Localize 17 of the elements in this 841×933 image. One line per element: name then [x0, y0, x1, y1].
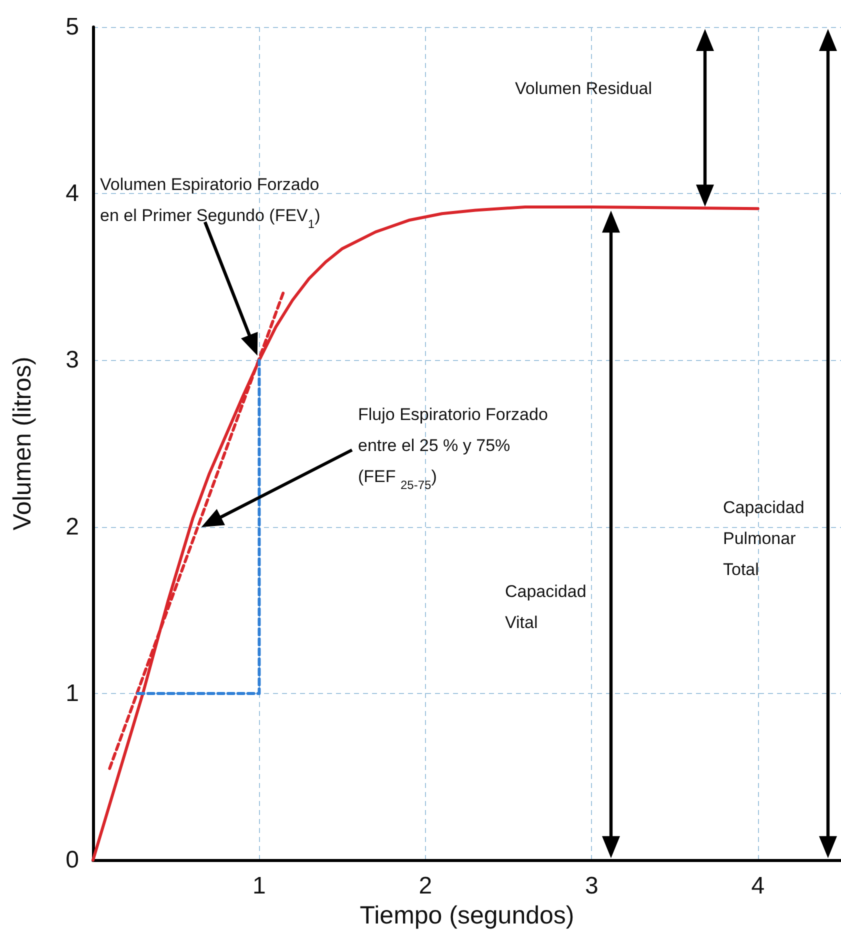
annotation: Flujo Espiratorio Forzado entre el 25 % y 75% (FEF $_{25-75}$): [358, 405, 548, 492]
y-tick-label: 5: [66, 14, 79, 40]
annotation: Volumen Espiratorio Forzado en el Primer Segundo (FEV$_{1}$): [100, 175, 320, 231]
x-axis-title: Tiempo (segundos): [360, 902, 574, 930]
annotation: Capacidad Vital: [505, 582, 586, 632]
y-tick-label: 4: [66, 180, 79, 208]
y-tick-label: 2: [66, 513, 79, 540]
y-tick-label: 3: [66, 346, 79, 374]
x-tick-label: 3: [584, 872, 598, 900]
x-tick-label: 1: [252, 872, 266, 900]
annotation: Capacidad Pulmonar Total: [723, 498, 804, 579]
x-tick-label: 2: [418, 872, 432, 900]
y-axis-title: Volumen (litros): [8, 356, 36, 530]
y-tick-label: 0: [66, 846, 79, 874]
annotation: Volumen Residual: [515, 79, 652, 98]
x-tick-label: 4: [751, 872, 765, 900]
y-tick-label: 1: [66, 680, 79, 707]
